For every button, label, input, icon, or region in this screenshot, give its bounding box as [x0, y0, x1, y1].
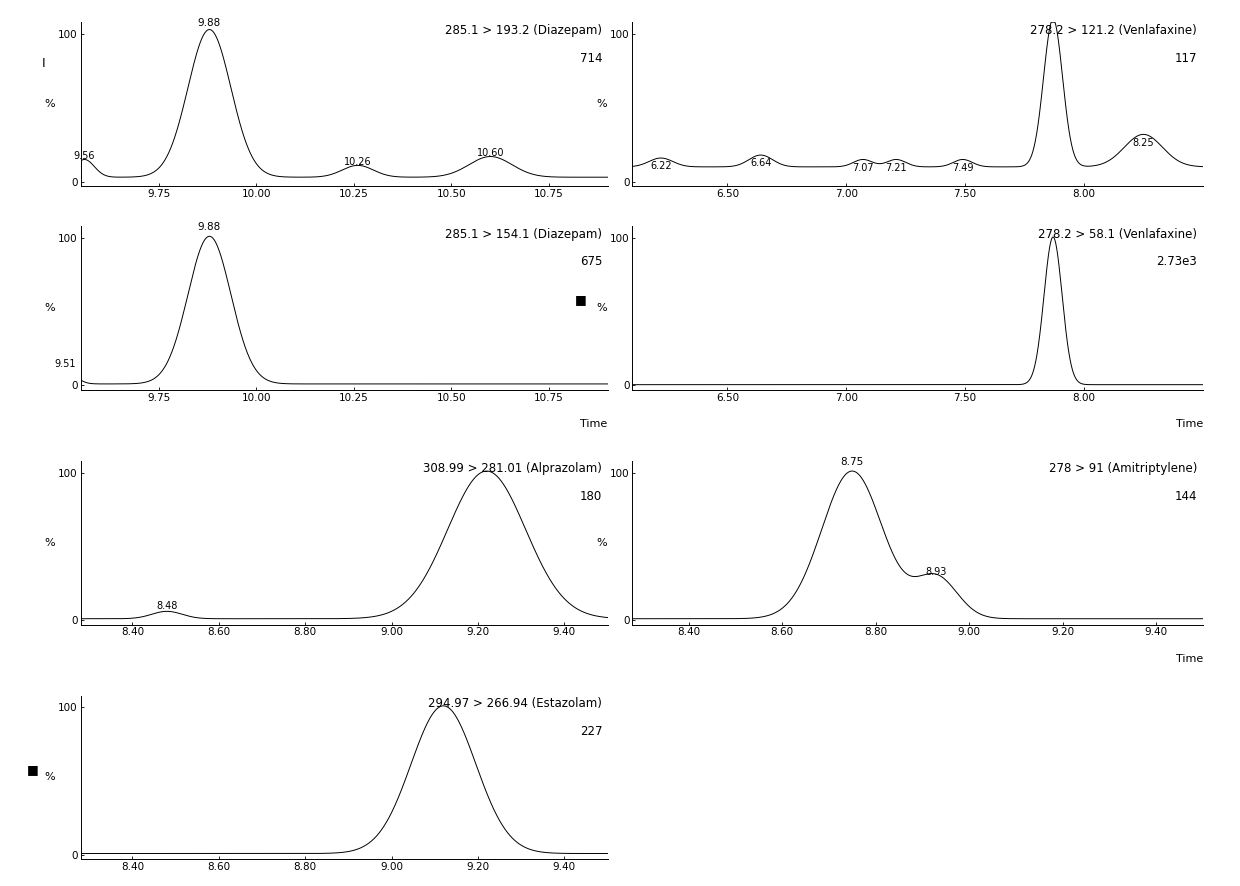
Text: 144: 144 — [1174, 490, 1197, 503]
Text: ■: ■ — [575, 293, 587, 307]
Y-axis label: %: % — [45, 303, 55, 313]
Text: 8.48: 8.48 — [156, 602, 177, 611]
Text: 714: 714 — [580, 51, 603, 65]
Text: 7.49: 7.49 — [952, 163, 973, 173]
Y-axis label: %: % — [596, 99, 606, 109]
Text: 9.88: 9.88 — [198, 18, 221, 28]
Text: 285.1 > 193.2 (Diazepam): 285.1 > 193.2 (Diazepam) — [445, 24, 603, 37]
Text: ■: ■ — [27, 763, 38, 776]
Text: 308.99 > 281.01 (Alprazolam): 308.99 > 281.01 (Alprazolam) — [423, 462, 603, 476]
Text: 9.51: 9.51 — [55, 359, 76, 369]
Text: 8.93: 8.93 — [925, 567, 947, 578]
Y-axis label: %: % — [596, 303, 606, 313]
Text: 285.1 > 154.1 (Diazepam): 285.1 > 154.1 (Diazepam) — [445, 228, 603, 241]
Text: 675: 675 — [580, 255, 603, 268]
Y-axis label: %: % — [45, 538, 55, 548]
Text: 294.97 > 266.94 (Estazolam): 294.97 > 266.94 (Estazolam) — [429, 697, 603, 711]
Y-axis label: %: % — [596, 538, 606, 548]
Text: Time: Time — [580, 419, 608, 430]
Text: 10.26: 10.26 — [343, 157, 372, 167]
Text: Time: Time — [1176, 654, 1203, 664]
Y-axis label: %: % — [45, 773, 55, 782]
Y-axis label: %: % — [45, 99, 55, 109]
Text: 9.56: 9.56 — [73, 151, 95, 161]
Text: 278.2 > 121.2 (Venlafaxine): 278.2 > 121.2 (Venlafaxine) — [1030, 24, 1197, 37]
Text: 278 > 91 (Amitriptylene): 278 > 91 (Amitriptylene) — [1049, 462, 1197, 476]
Text: 227: 227 — [580, 725, 603, 738]
Text: 117: 117 — [1174, 51, 1197, 65]
Text: 8.75: 8.75 — [841, 456, 864, 467]
Text: Time: Time — [1176, 419, 1203, 430]
Text: 9.88: 9.88 — [198, 222, 221, 232]
Text: 180: 180 — [580, 490, 603, 503]
Text: 8.25: 8.25 — [1132, 137, 1154, 148]
Text: I: I — [42, 57, 46, 70]
Text: 7.07: 7.07 — [852, 163, 874, 173]
Text: 278.2 > 58.1 (Venlafaxine): 278.2 > 58.1 (Venlafaxine) — [1038, 228, 1197, 241]
Text: 2.73e3: 2.73e3 — [1157, 255, 1197, 268]
Text: 7.21: 7.21 — [885, 163, 906, 173]
Text: 10.60: 10.60 — [476, 148, 505, 158]
Text: 6.64: 6.64 — [750, 159, 771, 168]
Text: 6.22: 6.22 — [650, 161, 672, 171]
